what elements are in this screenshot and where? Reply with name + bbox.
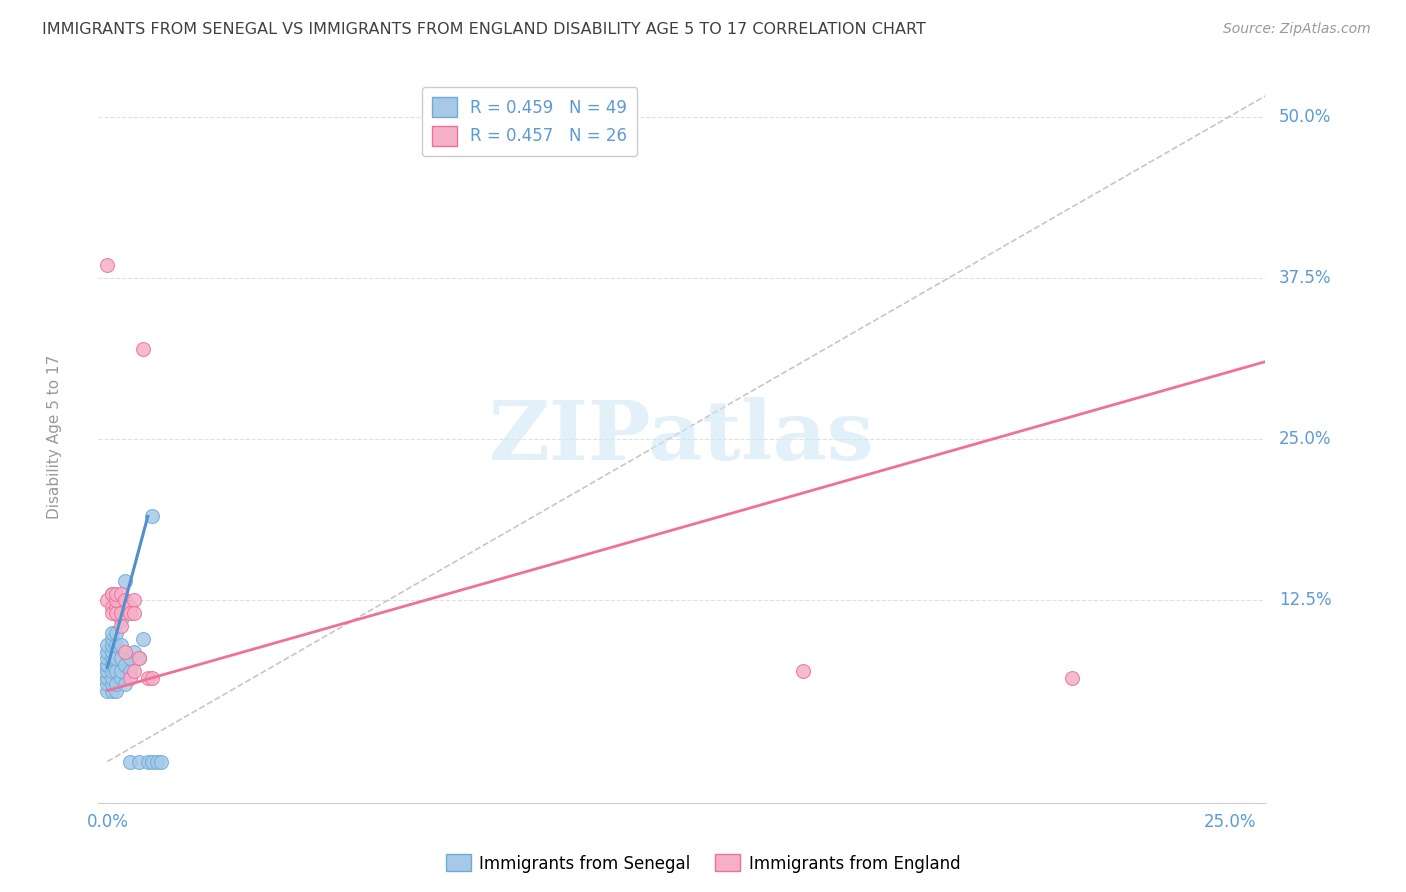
Point bbox=[105, 593, 128, 607]
Point bbox=[110, 613, 132, 627]
Point bbox=[105, 683, 128, 698]
Point bbox=[105, 651, 128, 665]
Point bbox=[128, 755, 150, 769]
Text: Disability Age 5 to 17: Disability Age 5 to 17 bbox=[46, 355, 62, 519]
Point bbox=[114, 645, 136, 659]
Text: ZIPatlas: ZIPatlas bbox=[489, 397, 875, 477]
Point bbox=[96, 639, 118, 653]
Point bbox=[105, 599, 128, 614]
Text: 12.5%: 12.5% bbox=[1279, 591, 1331, 609]
Point bbox=[96, 683, 118, 698]
Point bbox=[96, 671, 118, 685]
Point bbox=[114, 574, 136, 588]
Point bbox=[96, 664, 118, 678]
Point bbox=[105, 625, 128, 640]
Point bbox=[96, 258, 118, 272]
Point bbox=[110, 664, 132, 678]
Point bbox=[146, 755, 169, 769]
Point bbox=[101, 671, 124, 685]
Point bbox=[105, 677, 128, 691]
Point bbox=[101, 677, 124, 691]
Point bbox=[110, 671, 132, 685]
Point bbox=[132, 632, 155, 646]
Text: 0.0%: 0.0% bbox=[86, 814, 128, 831]
Point bbox=[124, 645, 146, 659]
Point bbox=[128, 651, 150, 665]
Point bbox=[96, 657, 118, 672]
Point bbox=[96, 593, 118, 607]
Point bbox=[105, 639, 128, 653]
Point bbox=[105, 606, 128, 620]
Text: IMMIGRANTS FROM SENEGAL VS IMMIGRANTS FROM ENGLAND DISABILITY AGE 5 TO 17 CORREL: IMMIGRANTS FROM SENEGAL VS IMMIGRANTS FR… bbox=[42, 22, 927, 37]
Point bbox=[118, 671, 141, 685]
Point bbox=[101, 645, 124, 659]
Point bbox=[1062, 671, 1084, 685]
Point bbox=[118, 664, 141, 678]
Point bbox=[124, 664, 146, 678]
Point bbox=[96, 664, 118, 678]
Point bbox=[118, 651, 141, 665]
Point bbox=[96, 657, 118, 672]
Text: 25.0%: 25.0% bbox=[1204, 814, 1257, 831]
Text: 37.5%: 37.5% bbox=[1279, 268, 1331, 286]
Point bbox=[110, 639, 132, 653]
Point bbox=[110, 587, 132, 601]
Point bbox=[96, 671, 118, 685]
Point bbox=[110, 619, 132, 633]
Point bbox=[101, 639, 124, 653]
Point bbox=[96, 651, 118, 665]
Point bbox=[136, 755, 159, 769]
Point bbox=[101, 599, 124, 614]
Point bbox=[141, 671, 163, 685]
Point bbox=[101, 651, 124, 665]
Legend: Immigrants from Senegal, Immigrants from England: Immigrants from Senegal, Immigrants from… bbox=[439, 847, 967, 880]
Point bbox=[101, 587, 124, 601]
Point bbox=[101, 625, 124, 640]
Point bbox=[118, 599, 141, 614]
Point bbox=[101, 632, 124, 646]
Point bbox=[101, 587, 124, 601]
Point bbox=[110, 606, 132, 620]
Text: 25.0%: 25.0% bbox=[1279, 430, 1331, 448]
Point bbox=[101, 606, 124, 620]
Point bbox=[118, 755, 141, 769]
Point bbox=[132, 342, 155, 356]
Point bbox=[128, 651, 150, 665]
Point bbox=[101, 683, 124, 698]
Point bbox=[124, 606, 146, 620]
Point bbox=[105, 664, 128, 678]
Point bbox=[96, 677, 118, 691]
Point bbox=[110, 651, 132, 665]
Text: 50.0%: 50.0% bbox=[1279, 108, 1331, 126]
Point bbox=[101, 664, 124, 678]
Point bbox=[118, 606, 141, 620]
Point bbox=[96, 645, 118, 659]
Point bbox=[792, 664, 814, 678]
Point bbox=[101, 657, 124, 672]
Point bbox=[141, 509, 163, 524]
Point bbox=[105, 599, 128, 614]
Text: Source: ZipAtlas.com: Source: ZipAtlas.com bbox=[1223, 22, 1371, 37]
Point bbox=[136, 671, 159, 685]
Legend: R = 0.459   N = 49, R = 0.457   N = 26: R = 0.459 N = 49, R = 0.457 N = 26 bbox=[422, 87, 637, 156]
Point bbox=[124, 593, 146, 607]
Point bbox=[114, 677, 136, 691]
Point bbox=[105, 587, 128, 601]
Point bbox=[141, 755, 163, 769]
Point bbox=[150, 755, 173, 769]
Point bbox=[114, 593, 136, 607]
Point bbox=[114, 657, 136, 672]
